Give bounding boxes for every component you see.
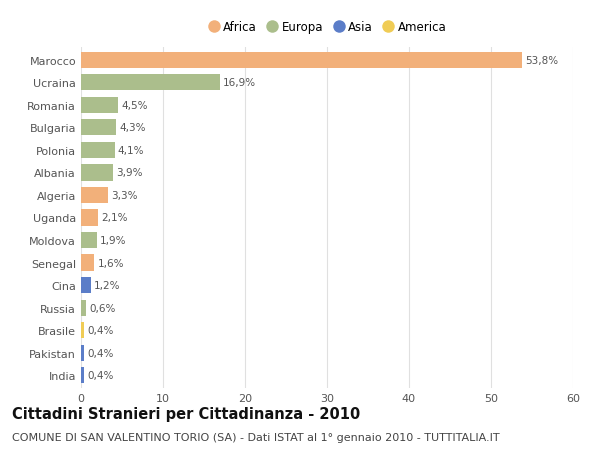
Bar	[81, 120, 116, 136]
Text: Cittadini Stranieri per Cittadinanza - 2010: Cittadini Stranieri per Cittadinanza - 2…	[12, 406, 360, 421]
Bar	[81, 300, 86, 316]
Text: 4,1%: 4,1%	[118, 146, 145, 156]
Text: 3,9%: 3,9%	[116, 168, 143, 178]
Text: 1,9%: 1,9%	[100, 235, 127, 246]
Bar	[81, 97, 118, 114]
Text: 16,9%: 16,9%	[223, 78, 256, 88]
Bar	[81, 142, 115, 159]
Bar	[81, 367, 84, 384]
Bar	[81, 277, 91, 294]
Bar	[81, 210, 98, 226]
Bar	[81, 52, 522, 69]
Bar	[81, 187, 108, 204]
Text: 1,6%: 1,6%	[97, 258, 124, 268]
Bar	[81, 322, 84, 339]
Text: 4,5%: 4,5%	[121, 101, 148, 111]
Text: 0,6%: 0,6%	[89, 303, 116, 313]
Bar	[81, 345, 84, 361]
Text: 3,3%: 3,3%	[112, 190, 138, 201]
Text: 4,3%: 4,3%	[119, 123, 146, 133]
Text: 0,4%: 0,4%	[88, 370, 114, 381]
Bar	[81, 255, 94, 271]
Legend: Africa, Europa, Asia, America: Africa, Europa, Asia, America	[203, 17, 451, 39]
Text: 1,2%: 1,2%	[94, 280, 121, 291]
Bar	[81, 232, 97, 249]
Text: 0,4%: 0,4%	[88, 325, 114, 336]
Text: 2,1%: 2,1%	[101, 213, 128, 223]
Text: COMUNE DI SAN VALENTINO TORIO (SA) - Dati ISTAT al 1° gennaio 2010 - TUTTITALIA.: COMUNE DI SAN VALENTINO TORIO (SA) - Dat…	[12, 432, 500, 442]
Text: 53,8%: 53,8%	[526, 56, 559, 66]
Bar	[81, 165, 113, 181]
Text: 0,4%: 0,4%	[88, 348, 114, 358]
Bar	[81, 75, 220, 91]
